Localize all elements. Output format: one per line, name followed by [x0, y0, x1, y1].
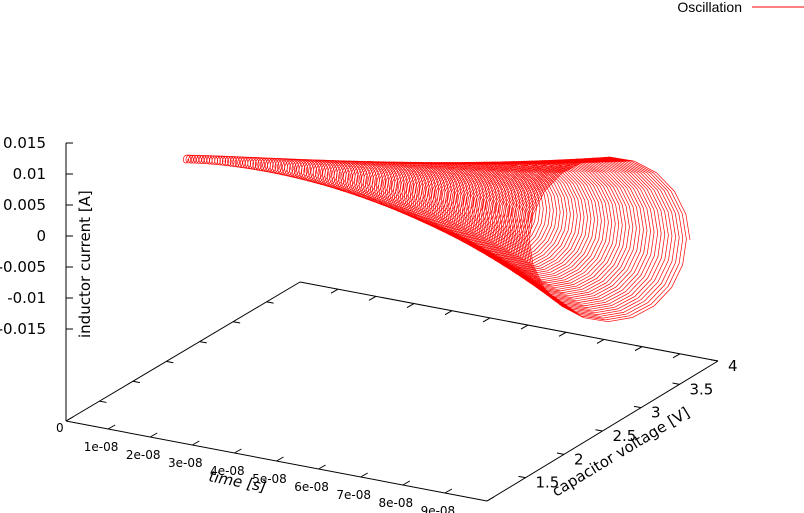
back-axis-line-2	[299, 281, 719, 362]
z-tick-label: -0.005	[0, 258, 46, 276]
x-tick	[234, 448, 242, 454]
x-tick-label: 9e-08	[421, 504, 456, 513]
x-tick-label: 0	[56, 421, 64, 435]
x-tick	[402, 480, 411, 486]
z-tick-label: 0.01	[13, 165, 46, 183]
back-tick	[166, 360, 174, 364]
y-tick-label: 2.5	[613, 427, 637, 445]
legend-label: Oscillation	[677, 0, 742, 15]
x-tick	[276, 456, 284, 462]
back-tick	[330, 288, 339, 294]
back-tick	[132, 380, 140, 384]
surface-curve	[182, 154, 691, 323]
ticks: 0 1e-08 2e-08 3e-08 4e-08 5e-08 6e-08 7e-08 8e-0…	[0, 134, 738, 513]
x-tick	[444, 488, 453, 494]
back-tick	[672, 353, 681, 359]
back-tick	[558, 331, 567, 337]
y-tick	[595, 429, 603, 432]
z-tick-label: -0.015	[0, 320, 46, 338]
x-tick-label: 5e-08	[252, 472, 287, 486]
x-tick	[107, 424, 116, 430]
x-tick-label: 7e-08	[336, 488, 371, 502]
back-tick	[596, 339, 605, 344]
back-tick	[444, 310, 453, 316]
y-tick-label: 3.5	[690, 380, 714, 398]
z-tick-label: 0.015	[3, 134, 46, 152]
x-tick-label: 4e-08	[210, 464, 245, 478]
x-tick-label: 3e-08	[168, 456, 203, 470]
y-tick	[518, 475, 526, 479]
x-tick	[65, 416, 74, 422]
z-tick-label: 0	[36, 227, 46, 245]
x-tick-label: 2e-08	[126, 448, 161, 462]
x-tick	[192, 440, 200, 446]
z-tick-label: -0.01	[7, 289, 46, 307]
back-tick	[482, 317, 491, 323]
y-tick-label: 3	[651, 404, 661, 422]
back-tick	[233, 321, 241, 324]
x-tick	[149, 432, 158, 438]
legend: Oscillation	[677, 0, 804, 15]
x-tick-label: 1e-08	[84, 440, 119, 454]
back-tick	[520, 324, 529, 330]
z-axis-label: inductor current [A]	[76, 190, 94, 338]
x-tick-label: 8e-08	[378, 496, 413, 510]
back-tick	[266, 301, 274, 304]
x-tick	[360, 472, 368, 478]
back-tick	[99, 400, 107, 403]
y-tick-label: 4	[728, 357, 738, 375]
z-tick-label: 0.005	[3, 196, 46, 214]
back-tick	[634, 346, 643, 352]
x-tick-label: 6e-08	[294, 480, 329, 494]
back-tick	[199, 341, 207, 344]
back-tick	[406, 303, 415, 308]
y-axis-label: capacitor voltage [V]	[549, 404, 693, 501]
back-axis-line	[65, 281, 301, 422]
y-tick	[633, 405, 642, 409]
y-tick	[556, 452, 565, 455]
y-tick	[672, 382, 680, 385]
y-tick-label: 2	[574, 450, 584, 468]
x-tick	[486, 496, 495, 502]
back-tick	[368, 295, 377, 301]
oscillation-curve	[182, 154, 691, 323]
y-tick	[710, 359, 719, 362]
y-tick-label: 1.5	[536, 474, 560, 492]
x-tick	[318, 464, 326, 470]
